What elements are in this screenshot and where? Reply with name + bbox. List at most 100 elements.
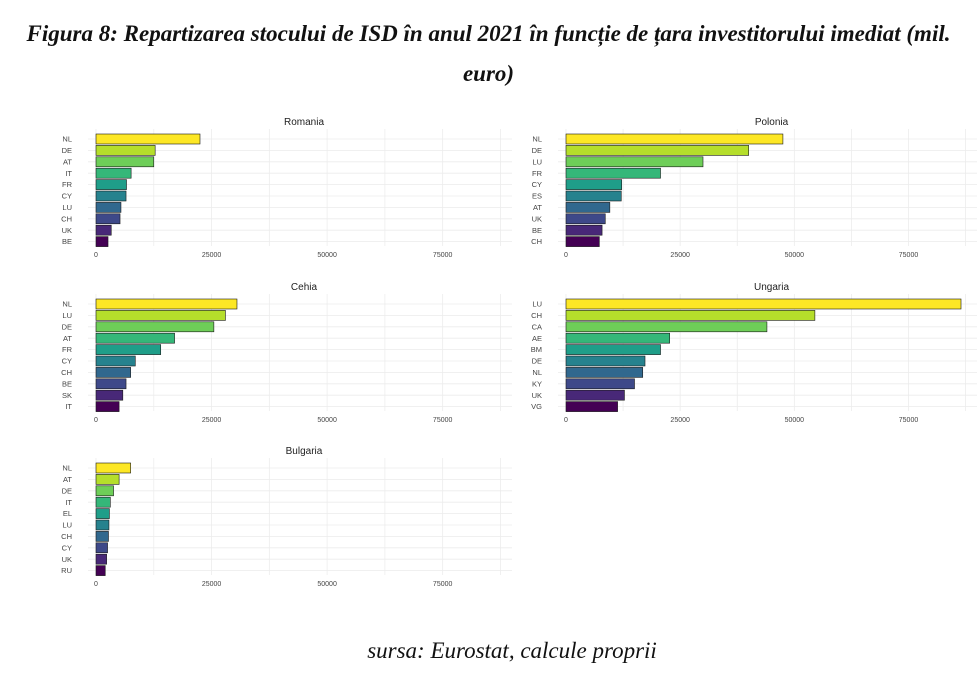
bar-be	[565, 224, 603, 236]
category-label-nl: NL	[62, 300, 72, 309]
bar-be	[95, 378, 127, 390]
category-label-de: DE	[532, 357, 542, 366]
category-label-nl: NL	[62, 135, 72, 144]
category-label-ch: CH	[61, 214, 72, 223]
bar-nl	[95, 462, 131, 474]
category-label-cy: CY	[62, 357, 72, 366]
category-label-ch: CH	[61, 532, 72, 541]
bar-ch	[95, 531, 109, 542]
bar-at	[95, 156, 155, 168]
bar-it	[95, 401, 120, 412]
x-tick-label: 0	[94, 417, 98, 424]
bar-lu	[565, 298, 962, 310]
category-label-ky: KY	[532, 379, 542, 388]
bar-uk	[565, 389, 625, 401]
x-tick-label: 50000	[785, 252, 805, 259]
category-label-ch: CH	[61, 368, 72, 377]
bar-at	[95, 474, 120, 485]
category-label-at: AT	[533, 203, 542, 212]
panel-title: Polonia	[755, 117, 789, 128]
bar-lu	[95, 310, 226, 321]
category-label-be: BE	[532, 226, 542, 235]
category-label-at: AT	[63, 157, 72, 166]
x-tick-label: 25000	[202, 581, 222, 588]
bar-de	[565, 145, 749, 156]
category-label-vg: VG	[531, 402, 542, 411]
bar-uk	[95, 553, 107, 565]
bar-ky	[565, 378, 635, 390]
bar-cy	[95, 355, 136, 367]
x-tick-label: 0	[564, 417, 568, 424]
x-tick-label: 25000	[670, 252, 690, 259]
bar-de	[95, 321, 215, 333]
category-label-bm: BM	[531, 345, 542, 354]
x-tick-label: 0	[564, 252, 568, 259]
bar-it	[95, 167, 132, 179]
x-tick-label: 0	[94, 581, 98, 588]
x-tick-label: 25000	[202, 252, 222, 259]
category-label-de: DE	[62, 486, 72, 495]
category-label-uk: UK	[532, 391, 542, 400]
panel-title: Bulgaria	[286, 446, 323, 457]
panel-title: Romania	[284, 117, 324, 128]
category-label-lu: LU	[532, 157, 542, 166]
panel-cehia: Cehia NL LU DE AT FR CY CH BE SK IT 0 25000 50000 7500…	[61, 282, 512, 424]
bar-el	[95, 508, 110, 519]
bar-be	[95, 236, 109, 247]
x-tick-label: 0	[94, 252, 98, 259]
bar-ch	[565, 236, 600, 247]
category-label-uk: UK	[62, 555, 72, 564]
bar-nl	[565, 133, 784, 145]
x-tick-label: 75000	[433, 417, 453, 424]
bar-fr	[565, 167, 661, 179]
category-label-ca: CA	[532, 322, 542, 331]
bar-it	[95, 496, 111, 508]
bar-ch	[95, 213, 121, 225]
bar-ch	[565, 310, 816, 321]
bar-cy	[95, 542, 108, 554]
category-label-lu: LU	[532, 300, 542, 309]
category-label-de: DE	[62, 146, 72, 155]
x-tick-label: 50000	[785, 417, 805, 424]
category-label-lu: LU	[62, 311, 72, 320]
category-label-it: IT	[65, 498, 72, 507]
x-tick-label: 25000	[202, 417, 222, 424]
bar-nl	[565, 367, 644, 378]
category-label-nl: NL	[532, 135, 542, 144]
x-tick-label: 75000	[433, 252, 453, 259]
bar-fr	[95, 344, 162, 355]
bar-uk	[565, 213, 606, 225]
bar-de	[95, 485, 114, 497]
category-label-sk: SK	[62, 391, 72, 400]
category-label-lu: LU	[62, 521, 72, 530]
category-label-es: ES	[532, 192, 542, 201]
bar-at	[565, 202, 611, 213]
panel-title: Ungaria	[754, 282, 789, 293]
category-label-de: DE	[62, 322, 72, 331]
x-tick-label: 50000	[317, 417, 337, 424]
bar-de	[565, 355, 646, 367]
category-label-it: IT	[65, 402, 72, 411]
x-tick-label: 50000	[317, 252, 337, 259]
panel-romania: Romania NL DE AT IT FR CY LU CH UK BE 0 25000 50000 75…	[61, 117, 512, 259]
category-label-fr: FR	[532, 169, 543, 178]
category-label-nl: NL	[532, 368, 542, 377]
bar-ru	[95, 565, 106, 576]
category-label-ae: AE	[532, 334, 542, 343]
panel-polonia: Polonia NL DE LU FR CY ES AT UK BE CH 0 25000 50000 75…	[531, 117, 977, 259]
category-label-uk: UK	[62, 226, 72, 235]
bar-cy	[95, 190, 127, 202]
x-tick-label: 25000	[670, 417, 690, 424]
bar-nl	[95, 133, 201, 145]
bar-lu	[95, 519, 110, 531]
bar-bm	[565, 344, 661, 355]
panel-ungaria: Ungaria LU CH CA AE BM DE NL KY UK VG 0 25000 50000 75…	[531, 282, 977, 424]
category-label-it: IT	[65, 169, 72, 178]
category-label-el: EL	[63, 509, 72, 518]
category-label-at: AT	[63, 475, 72, 484]
bar-lu	[565, 156, 704, 168]
category-label-fr: FR	[62, 345, 73, 354]
bar-de	[95, 145, 156, 156]
category-label-cy: CY	[62, 543, 72, 552]
bar-uk	[95, 224, 112, 236]
